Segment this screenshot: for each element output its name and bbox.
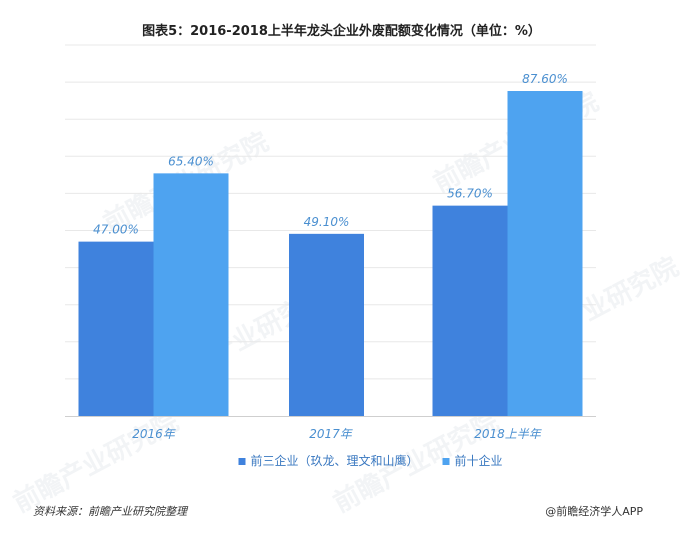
chart-title: 图表5：2016-2018上半年龙头企业外废配额变化情况（单位：%） (142, 24, 541, 39)
x-axis: 2016年 2017年 2018上半年 (65, 416, 596, 441)
data-label: 65.40% (168, 154, 214, 168)
bar-top3 (432, 205, 508, 416)
bar-top10 (507, 91, 583, 416)
x-tick-label: 2016年 (132, 427, 177, 441)
legend-label: 前十企业 (455, 453, 503, 468)
data-label: 87.60% (522, 72, 568, 86)
legend-label: 前三企业（玖龙、理文和山鹰） (251, 453, 419, 468)
x-tick-label: 2018上半年 (474, 427, 543, 441)
source-note: 资料来源：前瞻产业研究院整理 (33, 505, 187, 518)
legend: 前三企业（玖龙、理文和山鹰） 前十企业 (238, 453, 503, 468)
data-labels: 47.00% 65.40% 49.10% 56.70% 87.60% (93, 72, 568, 237)
legend-swatch (442, 458, 450, 465)
data-label: 47.00% (93, 223, 139, 237)
watermark-text: 前瞻产业研究院 (8, 406, 183, 519)
bar-top3 (78, 241, 154, 416)
bar-top10 (153, 173, 229, 416)
bars (78, 91, 583, 416)
credit-note: @前瞻经济学人APP (545, 505, 643, 518)
data-label: 56.70% (447, 187, 493, 201)
bar-top3 (289, 233, 364, 416)
data-label: 49.10% (304, 215, 350, 229)
x-tick-label: 2017年 (309, 427, 354, 441)
legend-swatch (238, 458, 246, 465)
